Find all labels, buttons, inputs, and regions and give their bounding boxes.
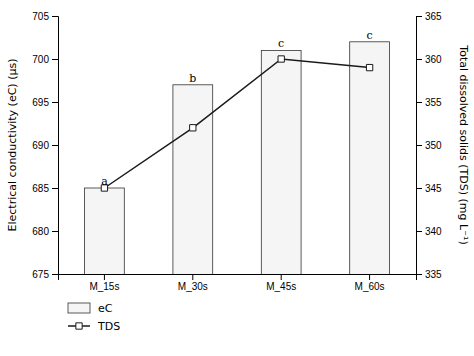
tick-label: 675 — [32, 269, 49, 280]
tick-label: 335 — [425, 269, 442, 280]
marks — [85, 42, 390, 274]
tick-label: 685 — [32, 183, 49, 194]
bar — [261, 50, 301, 274]
legend: eC TDS — [68, 302, 120, 333]
bar — [173, 85, 213, 274]
y2-axis: 335 340 345 350 355 360 365 — [416, 11, 442, 280]
tick-mark — [281, 274, 282, 280]
tick-label: 340 — [425, 226, 442, 237]
tick-mark — [52, 231, 58, 232]
tick-label: M_30s — [178, 281, 208, 292]
tick-mark — [52, 59, 58, 60]
annotation: a — [101, 175, 108, 188]
tick-label: 355 — [425, 97, 442, 108]
plot: M_15s M_30s M_45s M_60s 675 680 685 690 695 700 70… — [6, 11, 470, 356]
tick: 685 — [32, 183, 58, 194]
axis-line — [52, 17, 59, 275]
tick: M_15s — [89, 274, 119, 292]
annotations: a b c c — [101, 29, 373, 188]
tick-mark — [416, 16, 422, 17]
tick-label: 345 — [425, 183, 442, 194]
tick-mark — [52, 102, 58, 103]
tick-mark — [52, 188, 58, 189]
annotation: c — [367, 29, 373, 42]
tick: 700 — [32, 54, 58, 65]
tick-mark — [416, 102, 422, 103]
tick-mark — [52, 274, 58, 275]
legend-label: TDS — [97, 320, 120, 333]
tick: 675 — [32, 269, 58, 280]
tick-mark — [52, 16, 58, 17]
tick-label: 365 — [425, 11, 442, 22]
legend-swatch — [68, 303, 90, 313]
bars — [85, 42, 390, 274]
line — [104, 59, 369, 188]
tick-label: 700 — [32, 54, 49, 65]
tick-mark — [416, 188, 422, 189]
tick: 365 — [416, 11, 442, 22]
legend-item: eC — [68, 302, 113, 315]
tick-label: M_45s — [266, 281, 296, 292]
tick-label: 705 — [32, 11, 49, 22]
tick: 335 — [416, 269, 442, 280]
tick-mark — [416, 231, 422, 232]
y2-axis-title: Total dissolved solids (TDS) (mg L⁻¹) — [457, 44, 470, 244]
tick-label: 695 — [32, 97, 49, 108]
tick-label: 360 — [425, 54, 442, 65]
tick: 350 — [416, 140, 442, 151]
tick-label: M_60s — [355, 281, 385, 292]
tick-mark — [192, 274, 193, 280]
bar — [350, 42, 390, 274]
tick-label: M_15s — [89, 281, 119, 292]
legend-marker — [76, 323, 82, 329]
legend-label: eC — [98, 302, 113, 315]
tick-mark — [416, 274, 422, 275]
tick: 705 — [32, 11, 58, 22]
tick: 340 — [416, 226, 442, 237]
axis-line — [417, 17, 423, 275]
markers — [101, 56, 373, 191]
tick: 360 — [416, 54, 442, 65]
tick: M_30s — [178, 274, 208, 292]
chart: M_15s M_30s M_45s M_60s 675 680 685 690 695 700 70… — [0, 0, 474, 356]
tick: 345 — [416, 183, 442, 194]
tick: 680 — [32, 226, 58, 237]
tick-label: 690 — [32, 140, 49, 151]
y-axis-title: Electrical conductivity (eC) (μs) — [6, 59, 19, 232]
tick-mark — [416, 145, 422, 146]
marker — [278, 56, 284, 62]
axis-line — [59, 275, 417, 281]
tick-mark — [52, 145, 58, 146]
tick-label: 350 — [425, 140, 442, 151]
tick: 690 — [32, 140, 58, 151]
tick: 355 — [416, 97, 442, 108]
marker — [366, 64, 372, 70]
bar — [85, 188, 125, 274]
tick: M_45s — [266, 274, 296, 292]
tick: 695 — [32, 97, 58, 108]
annotation: b — [189, 72, 196, 85]
y-axis: 675 680 685 690 695 700 705 — [32, 11, 58, 280]
tick: M_60s — [355, 274, 385, 292]
tick-mark — [104, 274, 105, 280]
tick-mark — [416, 59, 422, 60]
legend-item: TDS — [68, 320, 120, 333]
tick-mark — [369, 274, 370, 280]
annotation: c — [278, 37, 284, 50]
tick-label: 680 — [32, 226, 49, 237]
x-axis: M_15s M_30s M_45s M_60s — [59, 274, 417, 292]
marker — [190, 125, 196, 131]
